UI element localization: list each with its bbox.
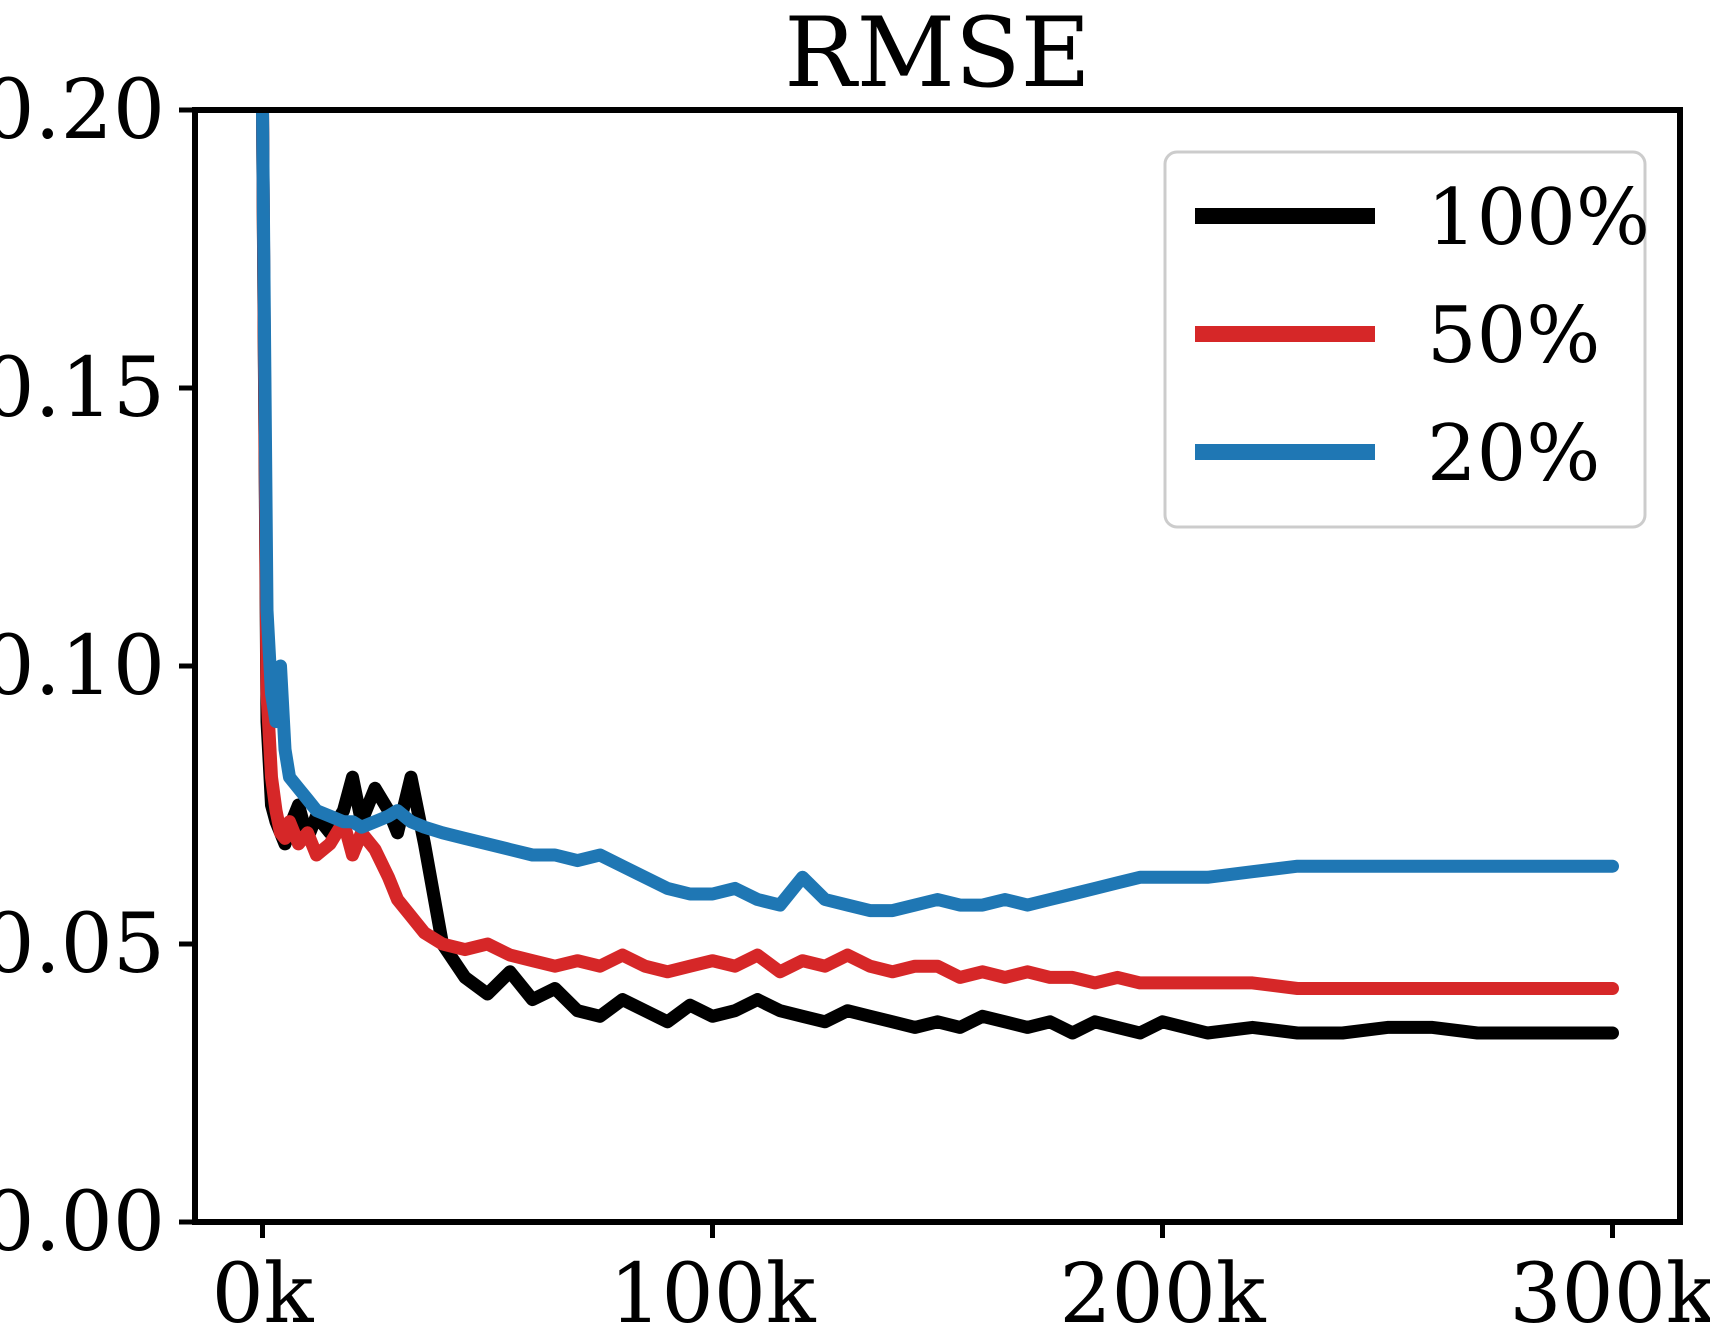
x-tick-label: 0k [212,1247,315,1340]
legend-label: 50% [1427,291,1600,381]
x-tick-label: 200k [1059,1247,1267,1340]
chart-title: RMSE [784,0,1090,109]
y-tick-label: 0.00 [0,1175,165,1270]
legend-label: 20% [1427,409,1600,499]
y-tick-label: 0.05 [0,897,165,992]
x-axis: 0k 100k 200k 300k [212,1222,1710,1340]
y-tick-label: 0.20 [0,63,165,158]
series-layer [256,110,1619,1040]
legend-label: 100% [1427,173,1650,263]
series-line-20pct [256,110,1619,918]
series-line-50pct [256,110,1619,995]
y-tick-label: 0.10 [0,619,165,714]
y-axis: 0.00 0.05 0.10 0.15 0.20 [0,63,195,1270]
legend: 100% 50% 20% [1163,150,1650,529]
legend-box [1163,150,1647,529]
x-tick-label: 100k [609,1247,817,1340]
y-tick-label: 0.15 [0,341,165,436]
x-tick-label: 300k [1509,1247,1710,1340]
